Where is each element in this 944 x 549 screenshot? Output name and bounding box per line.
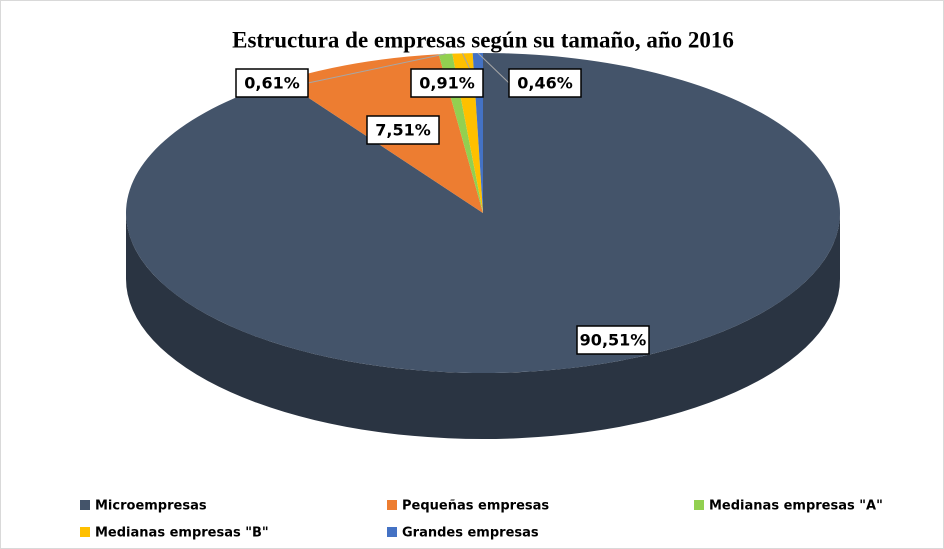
data-label: 0,46% [517, 74, 573, 93]
slice [126, 53, 841, 374]
legend-label: Medianas empresas "A" [709, 499, 883, 514]
data-label-box [366, 115, 440, 145]
legend-swatch [387, 527, 397, 537]
slice-side [126, 213, 840, 439]
data-label: 90,51% [580, 331, 647, 350]
chart-title: Estructura de empresas según su tamaño, … [232, 27, 734, 52]
legend-label: Medianas empresas "B" [95, 526, 269, 541]
data-label-box [576, 325, 650, 355]
legend-swatch [387, 500, 397, 510]
leader-line [307, 53, 446, 84]
data-label-box [508, 68, 582, 98]
data-label-box [235, 68, 309, 98]
data-label: 0,91% [419, 74, 475, 93]
legend-label: Pequeñas empresas [402, 499, 549, 514]
data-label: 7,51% [375, 121, 431, 140]
legend-swatch [694, 500, 704, 510]
legend-label: Grandes empresas [402, 526, 539, 541]
data-label: 0,61% [244, 74, 300, 93]
legend-swatch [80, 500, 90, 510]
legend-label: Microempresas [95, 499, 207, 514]
data-label-box [410, 68, 484, 98]
legend-swatch [80, 527, 90, 537]
leader-line [477, 52, 510, 84]
